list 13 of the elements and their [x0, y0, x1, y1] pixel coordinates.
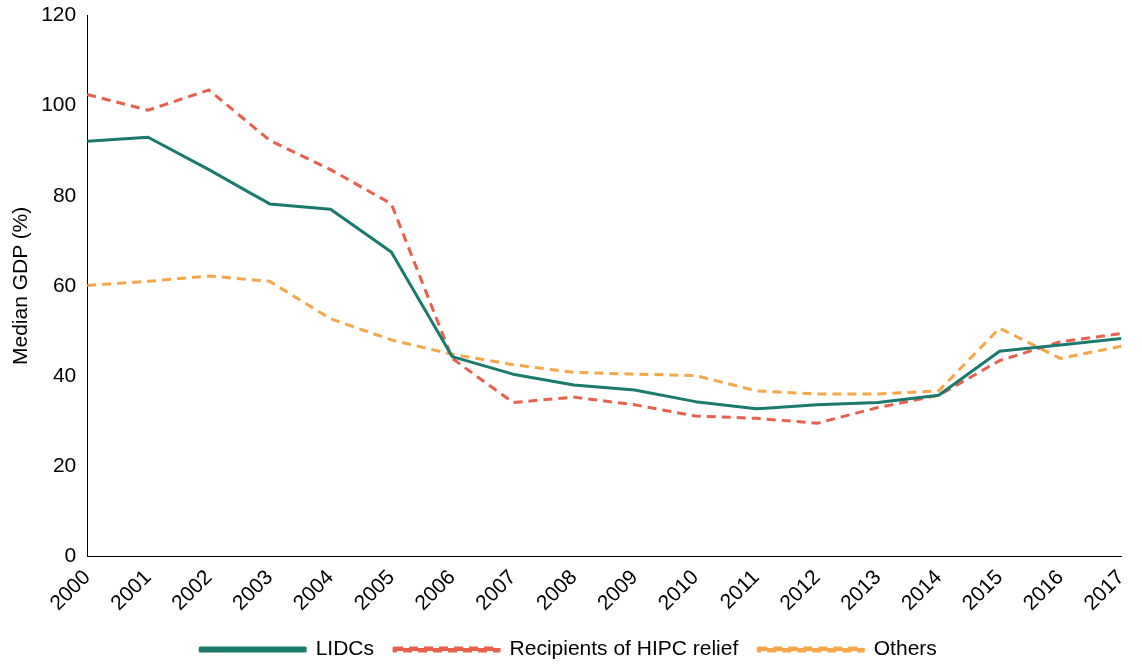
legend-label: Others: [873, 636, 937, 660]
y-tick-label: 60: [52, 272, 77, 296]
y-tick-label: 120: [41, 2, 77, 26]
legend-label: LIDCs: [315, 636, 375, 660]
legend-label: Recipients of HIPC relief: [509, 636, 739, 660]
line-series: [85, 274, 1123, 396]
y-axis-title: Median GDP (%): [8, 206, 32, 366]
y-tick-label: 0: [64, 542, 77, 566]
y-tick-label: 80: [52, 182, 77, 206]
y-tick-label: 100: [41, 92, 77, 116]
y-tick-label: 20: [52, 452, 77, 476]
line-series: [85, 88, 1123, 425]
y-tick-label: 40: [52, 362, 77, 386]
